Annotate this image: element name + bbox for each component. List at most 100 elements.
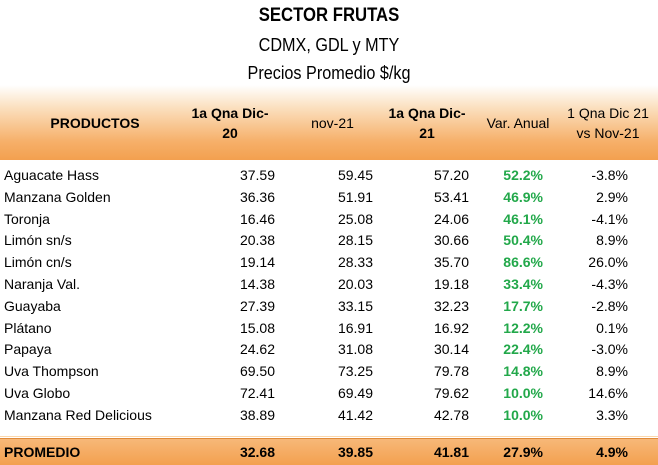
table-row: Limón sn/s 20.38 28.15 30.66 50.4% 8.9%: [0, 230, 658, 252]
cell-producto: Plátano: [4, 319, 52, 336]
header-dic21: 1a Qna Dic- 21: [377, 85, 477, 160]
table-row: Limón cn/s 19.14 28.33 35.70 86.6% 26.0%: [0, 252, 658, 274]
header-var-mensual-line2: vs Nov-21: [576, 124, 640, 141]
table-row: Aguacate Hass 37.59 59.45 57.20 52.2% -3.8%: [0, 165, 658, 187]
cell-dic21: 19.18: [433, 276, 469, 292]
cell-dic20: 19.14: [239, 254, 275, 271]
cell-producto: Limón cn/s: [4, 254, 72, 271]
cell-producto: Aguacate Hass: [4, 167, 99, 183]
cell-dic20: 69.50: [239, 363, 275, 380]
header-dic20: 1a Qna Dic- 20: [180, 85, 280, 160]
cell-dic20: 37.59: [239, 167, 275, 183]
cell-var-anual: 22.4%: [503, 341, 543, 358]
cell-var-anual: 50.4%: [503, 232, 543, 249]
table-row: Guayaba 27.39 33.15 32.23 17.7% -2.8%: [0, 296, 658, 318]
header-productos-label: PRODUCTOS: [50, 114, 140, 131]
table-row: Manzana Red Delicious 38.89 41.42 42.78 10.0…: [0, 405, 658, 427]
cell-nov21: 41.42: [337, 406, 373, 423]
header-nov21-label: nov-21: [311, 114, 354, 131]
cell-var-anual: 86.6%: [503, 254, 543, 271]
cell-producto: Toronja: [4, 210, 50, 227]
header-dic20-line2: 20: [222, 124, 238, 141]
cell-nov21: 31.08: [337, 341, 373, 358]
cell-producto: Guayaba: [4, 297, 61, 314]
cell-nov21: 16.91: [337, 319, 373, 336]
table-row: Toronja 16.46 25.08 24.06 46.1% -4.1%: [0, 209, 658, 231]
cell-dic21: 16.92: [433, 319, 469, 336]
cell-producto: Manzana Golden: [4, 188, 111, 205]
table-row: Papaya 24.62 31.08 30.14 22.4% -3.0%: [0, 339, 658, 361]
table-row: Plátano 15.08 16.91 16.92 12.2% 0.1%: [0, 318, 658, 340]
cell-var-anual: 46.9%: [503, 188, 543, 205]
header-productos: PRODUCTOS: [20, 85, 170, 160]
page-subtitle: CDMX, GDL y MTY: [258, 35, 400, 55]
cell-var-mensual: 8.9%: [596, 232, 628, 249]
footer-var-anual: 27.9%: [503, 444, 543, 460]
cell-var-mensual: -4.3%: [591, 276, 628, 292]
cell-nov21: 33.15: [337, 297, 373, 314]
cell-dic21: 79.78: [433, 363, 469, 380]
header-var-anual-label: Var. Anual: [486, 114, 550, 131]
table-row: Uva Globo 72.41 69.49 79.62 10.0% 14.6%: [0, 383, 658, 405]
cell-dic20: 15.08: [239, 319, 275, 336]
cell-dic21: 32.23: [433, 297, 469, 314]
cell-var-anual: 10.0%: [503, 406, 543, 423]
cell-dic20: 27.39: [239, 297, 275, 314]
footer-dic21: 41.81: [433, 444, 469, 460]
cell-nov21: 73.25: [337, 363, 373, 380]
cell-var-anual: 17.7%: [503, 297, 543, 314]
table-row: Naranja Val. 14.38 20.03 19.18 33.4% -4.3%: [0, 274, 658, 296]
cell-producto: Papaya: [4, 341, 52, 358]
cell-var-mensual: -3.8%: [591, 167, 628, 183]
footer-dic20: 32.68: [239, 444, 275, 460]
cell-dic21: 57.20: [433, 167, 469, 183]
cell-dic20: 24.62: [239, 341, 275, 358]
cell-var-mensual: -3.0%: [591, 341, 628, 358]
cell-dic20: 20.38: [239, 232, 275, 249]
cell-producto: Manzana Red Delicious: [4, 406, 152, 423]
footer-divider: [0, 436, 658, 437]
cell-dic21: 79.62: [433, 385, 469, 401]
header-var-mensual-line1: 1 Qna Dic 21: [567, 104, 649, 121]
cell-nov21: 69.49: [337, 385, 373, 401]
cell-var-mensual: 14.6%: [588, 385, 628, 401]
footer-label: PROMEDIO: [4, 444, 81, 460]
cell-var-mensual: -2.8%: [591, 297, 628, 314]
cell-var-mensual: 3.3%: [596, 406, 628, 423]
header-nov21: nov-21: [285, 85, 380, 160]
cell-producto: Limón sn/s: [4, 232, 72, 249]
cell-dic20: 14.38: [239, 276, 275, 292]
cell-nov21: 20.03: [337, 276, 373, 292]
table-row: Uva Thompson 69.50 73.25 79.78 14.8% 8.9%: [0, 361, 658, 383]
cell-dic20: 72.41: [239, 385, 275, 401]
header-dic21-line1: 1a Qna Dic-: [388, 104, 466, 121]
cell-producto: Uva Globo: [4, 385, 71, 401]
cell-var-anual: 12.2%: [503, 319, 543, 336]
cell-nov21: 28.15: [337, 232, 373, 249]
cell-producto: Naranja Val.: [4, 276, 81, 292]
footer-var-mensual: 4.9%: [596, 444, 628, 460]
cell-producto: Uva Thompson: [4, 363, 99, 380]
cell-var-anual: 14.8%: [503, 363, 543, 380]
cell-var-mensual: 26.0%: [588, 254, 628, 271]
cell-var-mensual: 0.1%: [596, 319, 628, 336]
cell-dic21: 30.66: [433, 232, 469, 249]
footer-nov21: 39.85: [337, 444, 373, 460]
header-var-anual: Var. Anual: [478, 85, 558, 160]
header-dic20-line1: 1a Qna Dic-: [191, 104, 269, 121]
cell-dic20: 38.89: [239, 406, 275, 423]
cell-nov21: 51.91: [337, 188, 373, 205]
header-var-mensual: 1 Qna Dic 21 vs Nov-21: [558, 85, 658, 160]
cell-dic20: 36.36: [239, 188, 275, 205]
table-row: Manzana Golden 36.36 51.91 53.41 46.9% 2.9%: [0, 187, 658, 209]
table-header: PRODUCTOS 1a Qna Dic- 20 nov-21 1a Qna D…: [0, 85, 658, 160]
cell-dic21: 53.41: [433, 188, 469, 205]
header-dic21-line2: 21: [419, 124, 435, 141]
cell-var-mensual: 8.9%: [596, 363, 628, 380]
cell-dic21: 35.70: [433, 254, 469, 271]
cell-nov21: 25.08: [337, 210, 373, 227]
cell-var-anual: 10.0%: [503, 385, 543, 401]
cell-var-mensual: -4.1%: [591, 210, 628, 227]
cell-var-anual: 52.2%: [503, 167, 543, 183]
cell-nov21: 28.33: [337, 254, 373, 271]
